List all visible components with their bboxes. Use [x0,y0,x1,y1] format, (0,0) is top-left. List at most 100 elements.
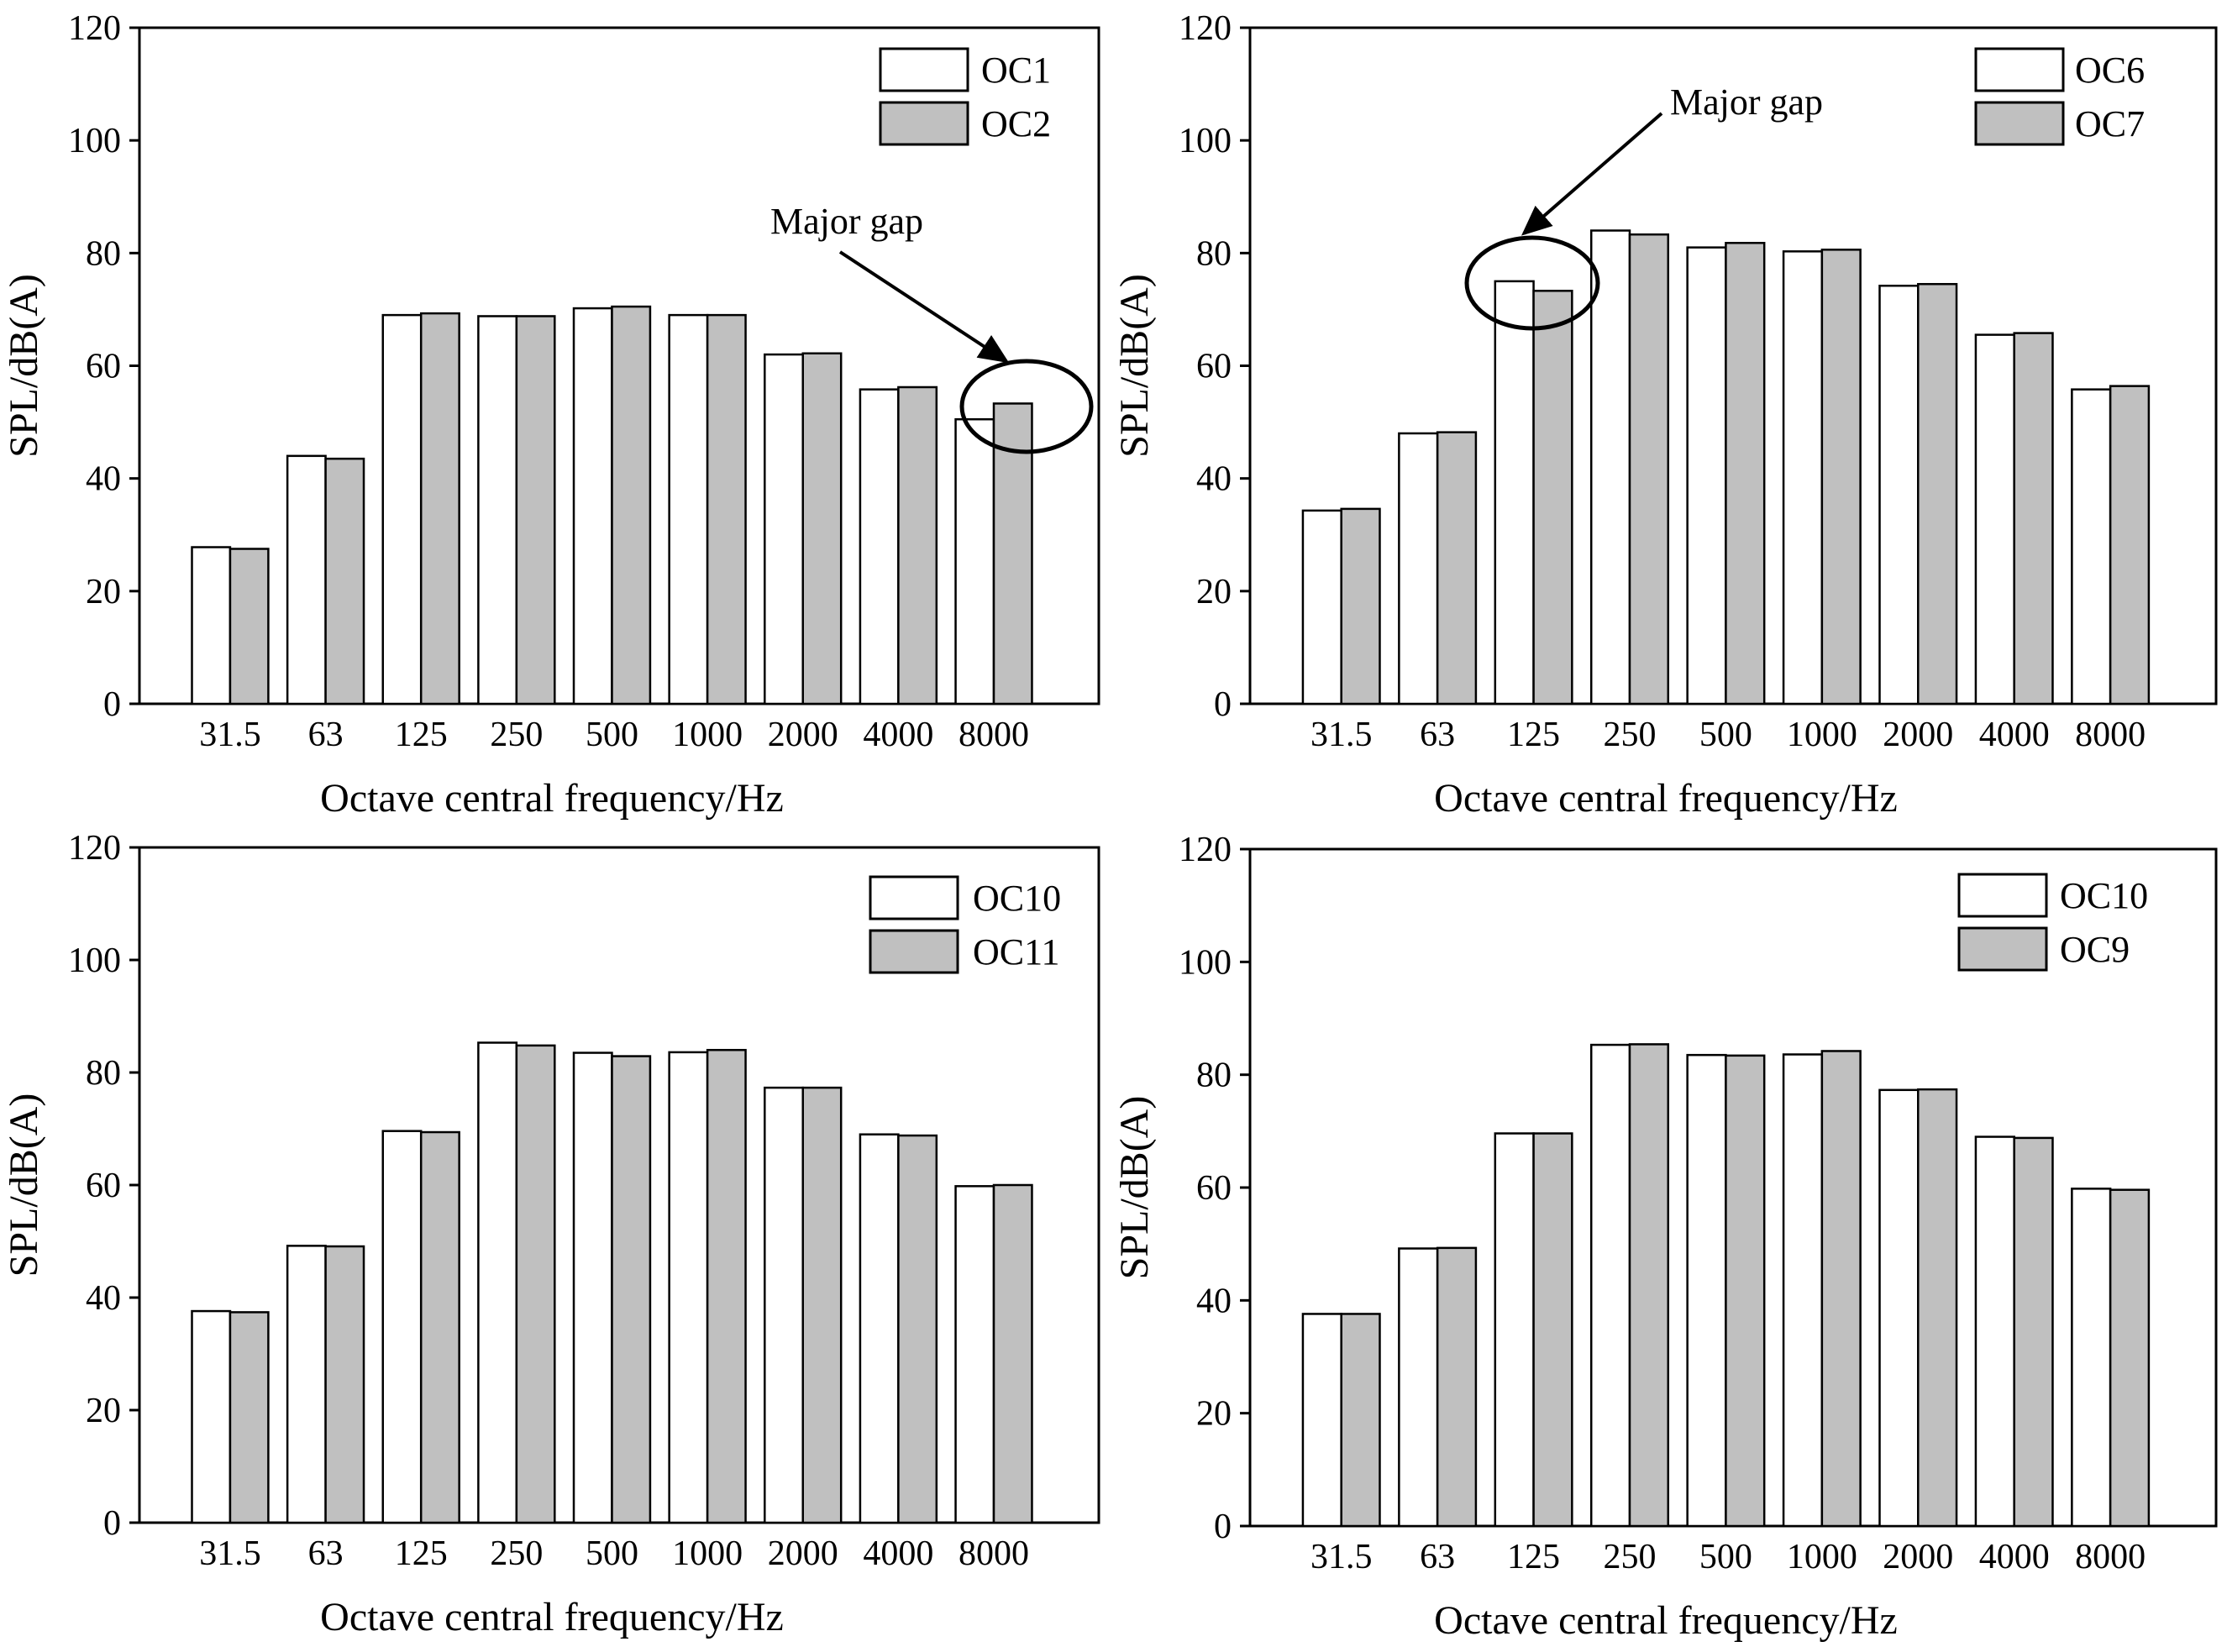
x-tick-label: 125 [1507,1538,1560,1576]
y-tick-label: 40 [1196,1282,1232,1320]
x-tick-label: 2000 [768,1534,838,1573]
x-tick-label: 1000 [1787,716,1857,754]
bar-OC7-125 [1532,290,1573,705]
bar-OC7-500 [1725,242,1766,705]
y-tick-label: 20 [1196,573,1232,611]
bar-OC7-2000 [1917,282,1958,705]
y-tick-label: 120 [68,9,121,48]
bar-OC7-31.5 [1340,507,1381,705]
bar-OC1-125 [381,313,423,705]
legend-label-OC7: OC7 [2075,103,2145,144]
x-tick-label: 4000 [863,1534,933,1573]
x-tick-label: 500 [586,716,638,754]
bar-OC6-8000 [2071,388,2112,705]
y-tick-label: 40 [86,1279,121,1318]
bar-OC2-250 [515,315,556,705]
y-tick-label: 0 [103,1504,121,1543]
legend-swatch-OC7 [1974,101,2065,146]
x-tick-label: 500 [586,1534,638,1573]
x-tick-label: 31.5 [199,716,261,754]
x-tick-label: 250 [490,1534,543,1573]
bar-OC11-1000 [706,1048,747,1524]
x-tick-label: 63 [308,716,344,754]
x-tick-label: 4000 [863,716,933,754]
chart-panel-2: 0 20 40 60 80 100 120 31.5 63 125 250 500 1000 2000 40… [1112,9,2218,821]
bar-OC10-250 [1589,1043,1631,1528]
bar-OC10-1000 [668,1051,709,1524]
bar-OC2-1000 [706,313,747,705]
y-tick-label: 60 [86,348,121,386]
legend-label-OC10: OC10 [973,878,1061,919]
bar-OC9-2000 [1917,1088,1958,1528]
x-tick-label: 31.5 [1310,716,1373,754]
y-tick-label: 0 [1214,1508,1232,1546]
bar-OC1-500 [572,307,613,705]
bar-OC7-250 [1628,233,1670,705]
x-tick-label: 8000 [959,1534,1029,1573]
chart-panel-4: 0 20 40 60 80 100 120 31.5 63 125 250 500 1000 2000 40… [1112,831,2218,1643]
bar-OC10-2000 [1878,1088,1920,1528]
x-tick-label: 63 [1420,716,1455,754]
x-axis-title: Octave central frequency/Hz [320,776,784,821]
bar-OC9-250 [1628,1043,1670,1528]
bar-OC10-63 [286,1245,327,1524]
bar-OC1-2000 [764,353,804,705]
bar-OC7-63 [1436,431,1478,705]
x-tick-label: 1000 [672,716,743,754]
x-tick-label: 4000 [1979,1538,2050,1576]
annotation-text: Major gap [1670,81,1823,123]
y-tick-label: 80 [1196,1057,1232,1095]
bar-OC6-2000 [1878,284,1920,705]
legend-swatch-OC6 [1974,47,2065,92]
y-tick-label: 40 [86,460,121,499]
y-tick-label: 0 [1214,685,1232,724]
x-tick-label: 125 [395,1534,448,1573]
x-axis-title: Octave central frequency/Hz [320,1595,784,1639]
bar-OC7-4000 [2013,332,2054,705]
y-tick-label: 60 [86,1167,121,1205]
legend-label-OC11: OC11 [973,931,1060,973]
x-tick-label: 125 [395,716,448,754]
bar-OC6-63 [1398,432,1439,705]
bar-OC7-8000 [2109,385,2151,705]
bar-OC9-31.5 [1340,1313,1381,1528]
bar-OC2-500 [611,305,652,705]
bar-OC10-31.5 [191,1309,232,1524]
bar-OC6-4000 [1974,333,2015,705]
y-axis-title: SPL/dB(A) [2,1093,46,1277]
bar-OC9-8000 [2109,1188,2151,1528]
x-tick-label: 8000 [2075,1538,2146,1576]
legend-label-OC1: OC1 [981,50,1051,91]
y-tick-label: 40 [1196,460,1232,499]
bar-OC9-500 [1725,1054,1766,1528]
annotation-arrow [1521,112,1663,236]
bar-OC10-125 [381,1130,423,1524]
x-tick-label: 8000 [959,716,1029,754]
x-tick-label: 1000 [672,1534,743,1573]
legend-label-OC6: OC6 [2075,50,2145,91]
bar-OC10-2000 [764,1086,804,1524]
y-tick-label: 20 [86,1392,121,1430]
bar-OC11-250 [515,1044,556,1524]
bar-OC11-4000 [897,1134,938,1524]
bar-OC10-8000 [954,1185,995,1524]
bar-OC10-500 [1686,1053,1727,1528]
legend-swatch-OC1 [879,47,969,92]
bar-OC9-63 [1436,1246,1478,1528]
bar-OC10-125 [1494,1132,1535,1528]
bar-OC10-4000 [1974,1135,2015,1528]
chart-panel-1: 0 20 40 60 80 100 120 31.5 63 125 250 500 1000 2000 40… [2,9,1100,821]
annotation-ellipse [1464,235,1600,331]
bar-OC11-63 [324,1245,365,1524]
x-tick-label: 2000 [1883,1538,1953,1576]
bar-OC11-500 [611,1055,652,1524]
x-tick-label: 8000 [2075,716,2146,754]
bar-OC10-500 [572,1052,613,1524]
bar-OC9-125 [1532,1132,1573,1528]
bar-OC6-125 [1494,280,1535,705]
legend-swatch-OC9 [1957,926,2048,972]
x-tick-label: 31.5 [1310,1538,1373,1576]
bar-OC6-1000 [1782,250,1824,705]
bar-OC1-1000 [668,313,709,705]
y-tick-label: 60 [1196,1169,1232,1208]
